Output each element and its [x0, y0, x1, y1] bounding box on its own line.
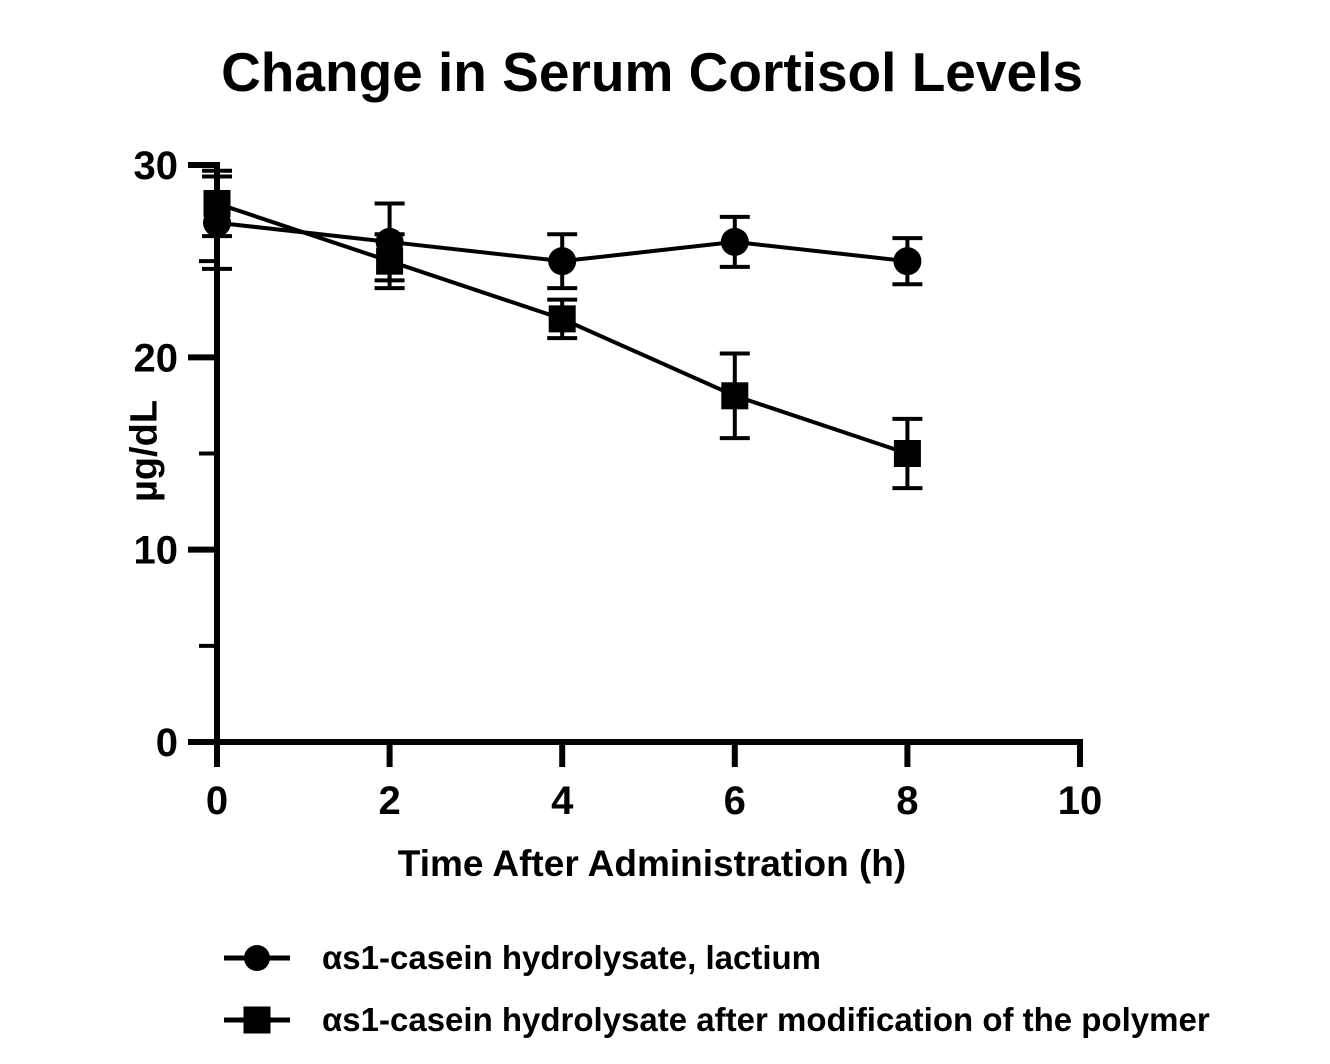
data-point-square — [721, 382, 749, 410]
data-point-square — [376, 247, 404, 275]
y-axis-label: µg/dL — [123, 399, 166, 503]
legend-item-square-series: αs1-casein hydrolysate after modificatio… — [223, 992, 1210, 1048]
x-axis-label: Time After Administration (h) — [397, 843, 907, 884]
y-tick-label: 20 — [134, 336, 179, 380]
data-point-circle — [893, 247, 922, 276]
x-tick-label: 8 — [896, 779, 918, 823]
data-point-square — [203, 189, 231, 217]
data-point-circle — [720, 227, 749, 256]
y-tick-label: 0 — [156, 721, 178, 765]
x-tick-label: 4 — [551, 779, 574, 823]
legend-label: αs1-casein hydrolysate after modificatio… — [322, 1001, 1210, 1038]
data-point-circle — [548, 247, 577, 276]
circle-marker-icon — [224, 945, 290, 971]
legend-item-circle-series: αs1-casein hydrolysate, lactium — [223, 930, 1210, 986]
legend-label: αs1-casein hydrolysate, lactium — [322, 939, 821, 976]
x-tick-label: 10 — [1058, 779, 1103, 823]
y-tick-label: 30 — [134, 144, 179, 188]
legend: αs1-casein hydrolysate, lactium αs1-case… — [223, 930, 1210, 1054]
data-point-square — [893, 440, 921, 467]
y-tick-label: 10 — [134, 529, 179, 573]
data-point-square — [548, 305, 576, 333]
x-tick-label: 2 — [378, 779, 400, 823]
x-tick-label: 6 — [724, 779, 746, 823]
x-tick-label: 0 — [206, 779, 228, 823]
square-marker-icon — [224, 1006, 290, 1034]
chart-title: Change in Serum Cortisol Levels — [221, 41, 1083, 103]
